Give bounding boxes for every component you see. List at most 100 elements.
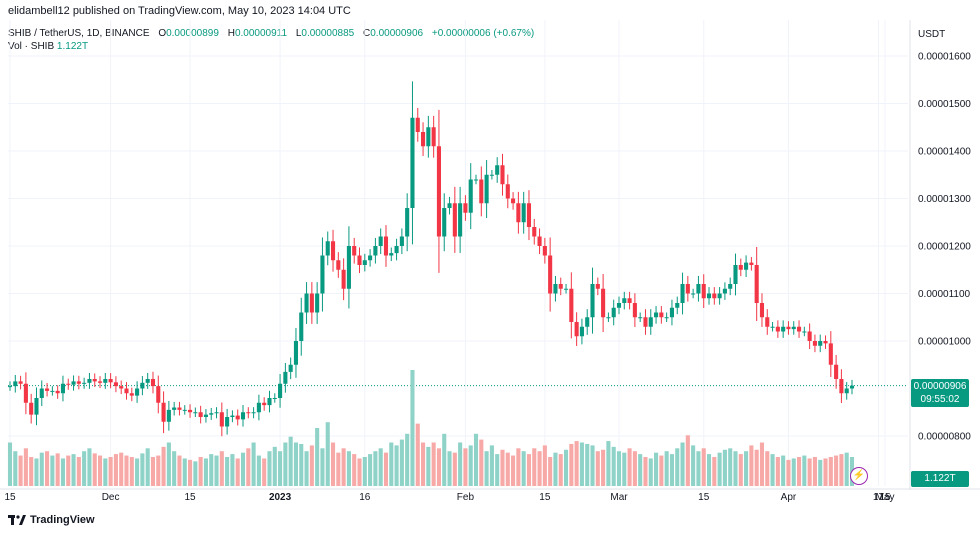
- volume-bar: [553, 452, 558, 486]
- volume-bar: [87, 448, 92, 486]
- volume-bar: [595, 451, 600, 486]
- candle-body: [622, 298, 627, 303]
- candle-body: [791, 326, 796, 330]
- candle-body: [82, 382, 87, 384]
- volume-bar: [240, 452, 246, 486]
- candle-body: [315, 293, 320, 313]
- candle-body: [225, 417, 230, 427]
- y-tick-label: 0.00001400: [918, 147, 971, 158]
- volume-bar: [383, 452, 389, 486]
- candle-body: [410, 117, 415, 208]
- volume-bar: [156, 455, 161, 486]
- volume-bar: [129, 457, 134, 486]
- volume-bar: [468, 445, 473, 486]
- volume-bar: [489, 445, 494, 486]
- candle-body: [458, 203, 463, 237]
- candle-body: [489, 174, 494, 176]
- candle-body: [648, 317, 653, 327]
- volume-bar: [563, 449, 569, 486]
- open-value: 0.00000899: [166, 28, 219, 39]
- candle-body: [685, 284, 690, 294]
- volume-bar: [352, 454, 357, 486]
- volume-bar: [113, 454, 118, 486]
- volume-bar: [775, 457, 780, 486]
- volume-bar: [844, 452, 849, 486]
- candle-body: [521, 203, 526, 223]
- candle-body: [500, 165, 505, 185]
- candle-body: [71, 381, 76, 385]
- volume-bar: [606, 441, 611, 486]
- candle-body: [452, 203, 457, 237]
- volume-bar: [669, 454, 674, 486]
- candle-body: [256, 402, 261, 413]
- symbol-label[interactable]: SHIB / TetherUS, 1D, BINANCE: [8, 28, 150, 39]
- candle-body: [272, 398, 277, 399]
- volume-bar: [765, 451, 770, 486]
- volume-bar: [235, 458, 240, 486]
- candle-body: [389, 253, 394, 256]
- candle-body: [585, 317, 590, 327]
- volume-bar: [812, 457, 817, 486]
- volume-bar: [685, 435, 690, 486]
- candle-body: [293, 341, 299, 365]
- flash-icon[interactable]: ⚡: [850, 467, 868, 485]
- volume-bar: [293, 442, 299, 486]
- candle-body: [230, 415, 235, 417]
- volume-bar: [463, 448, 468, 486]
- candle-body: [595, 284, 600, 289]
- volume-bar: [108, 457, 113, 486]
- candle-body: [415, 117, 420, 132]
- volume-bar: [97, 455, 103, 486]
- volume-bar: [733, 451, 738, 486]
- y-tick-label: 0.00001200: [918, 242, 971, 253]
- volume-bar: [807, 458, 812, 486]
- candle-body: [193, 412, 198, 414]
- volume-bar: [834, 455, 839, 486]
- candle-body: [834, 364, 839, 379]
- volume-bar: [209, 454, 214, 486]
- candle-body: [601, 288, 606, 318]
- volume-bar: [590, 445, 595, 486]
- volume-bar: [447, 451, 452, 486]
- candle-body: [325, 241, 330, 256]
- candle-body: [844, 388, 849, 394]
- candle-body: [278, 383, 283, 398]
- volume-bar: [330, 442, 336, 486]
- y-tick-label: 0.00001300: [918, 194, 971, 205]
- volume-bar: [299, 443, 304, 486]
- candle-body: [495, 165, 500, 175]
- candle-body: [532, 227, 537, 237]
- volume-bar: [135, 458, 140, 486]
- candle-body: [76, 381, 81, 384]
- volume-bar: [452, 452, 457, 486]
- candle-body: [669, 307, 674, 318]
- volume-bar: [389, 442, 394, 486]
- low-value: 0.00000885: [301, 28, 355, 39]
- current-price-value: 0.00000906: [913, 381, 967, 392]
- current-volume-tag: 1.122T: [911, 471, 969, 487]
- x-tick-label: 15: [4, 492, 16, 503]
- volume-bar: [18, 455, 23, 486]
- currency-label[interactable]: USDT: [918, 29, 946, 40]
- candle-body: [579, 326, 584, 337]
- candle-body: [659, 312, 664, 318]
- volume-bar: [82, 451, 87, 486]
- x-tick-label: 15: [539, 492, 551, 503]
- candle-body: [722, 288, 727, 294]
- candle-body: [590, 284, 595, 318]
- volume-bar: [648, 458, 653, 486]
- candle-body: [135, 388, 140, 396]
- candle-body: [156, 386, 161, 403]
- brand-name: TradingView: [30, 514, 95, 526]
- volume-bar: [754, 449, 759, 486]
- candle-body: [352, 246, 357, 256]
- volume-bar: [256, 455, 261, 486]
- volume-bar: [791, 458, 796, 486]
- candle-body: [807, 331, 812, 341]
- volume-bar: [13, 451, 18, 486]
- candle-body: [50, 390, 55, 392]
- candle-body: [29, 402, 34, 415]
- volume-bar: [60, 458, 66, 486]
- candle-body: [92, 379, 97, 382]
